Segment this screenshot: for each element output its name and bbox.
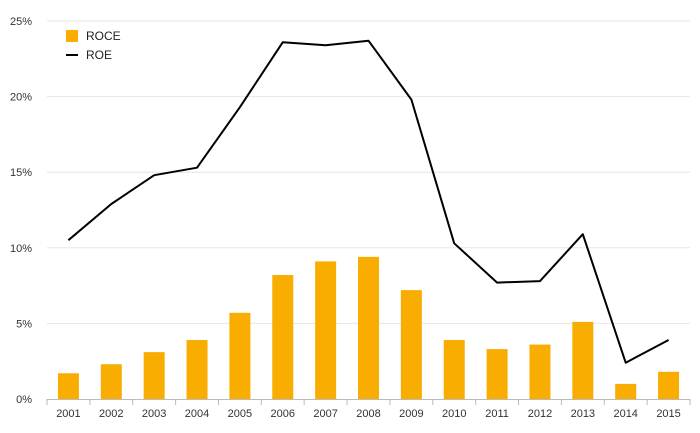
x-tick-label: 2008 (356, 408, 380, 420)
roce-bar (100, 364, 122, 399)
roce-bar (186, 340, 208, 399)
roce-bar (143, 352, 165, 399)
y-tick-label: 0% (16, 394, 32, 406)
legend-swatch-roce (66, 30, 78, 42)
x-tick-label: 2011 (485, 408, 509, 420)
x-tick-label: 2012 (528, 408, 552, 420)
roce-bar (486, 349, 508, 399)
x-axis: 2001 2002 2003 2004 2005 2006 2007 2008 2009 2010… (46, 399, 691, 420)
x-tick-label: 2013 (571, 408, 595, 420)
roce-bar (443, 340, 465, 399)
roce-bars (57, 256, 680, 399)
x-tick-label: 2002 (99, 408, 123, 420)
roe-line (67, 39, 670, 364)
y-axis: 0% 5% 10% 15% 20% 25% (10, 16, 32, 406)
x-tick-label: 2001 (56, 408, 80, 420)
roce-bar (358, 256, 379, 399)
roce-bar (57, 373, 79, 399)
x-tick-label: 2005 (228, 408, 252, 420)
y-tick-label: 25% (10, 16, 32, 28)
y-tick-label: 15% (10, 167, 32, 179)
roce-bar (229, 312, 251, 399)
x-tick-label: 2004 (185, 408, 209, 420)
roce-bar (658, 371, 680, 399)
x-tick-label: 2010 (442, 408, 466, 420)
y-tick-label: 10% (10, 243, 32, 255)
y-tick-label: 5% (16, 318, 32, 330)
legend-label-roe: ROE (86, 48, 112, 62)
x-tick-label: 2015 (656, 408, 680, 420)
roce-bar (529, 344, 551, 399)
y-tick-label: 20% (10, 92, 32, 104)
x-tick-label: 2006 (271, 408, 295, 420)
roce-bar (400, 290, 422, 399)
x-tick-label: 2009 (399, 408, 423, 420)
roce-bar (272, 275, 294, 399)
roce-bar (615, 383, 637, 399)
x-tick-label: 2007 (313, 408, 337, 420)
roce-bar (315, 261, 337, 399)
legend-label-roce: ROCE (86, 29, 121, 43)
roe-line-group (67, 39, 670, 364)
roce-bar (572, 321, 594, 399)
x-tick-label: 2014 (613, 408, 637, 420)
x-tick-label: 2003 (142, 408, 166, 420)
legend: ROCE ROE (66, 29, 121, 62)
